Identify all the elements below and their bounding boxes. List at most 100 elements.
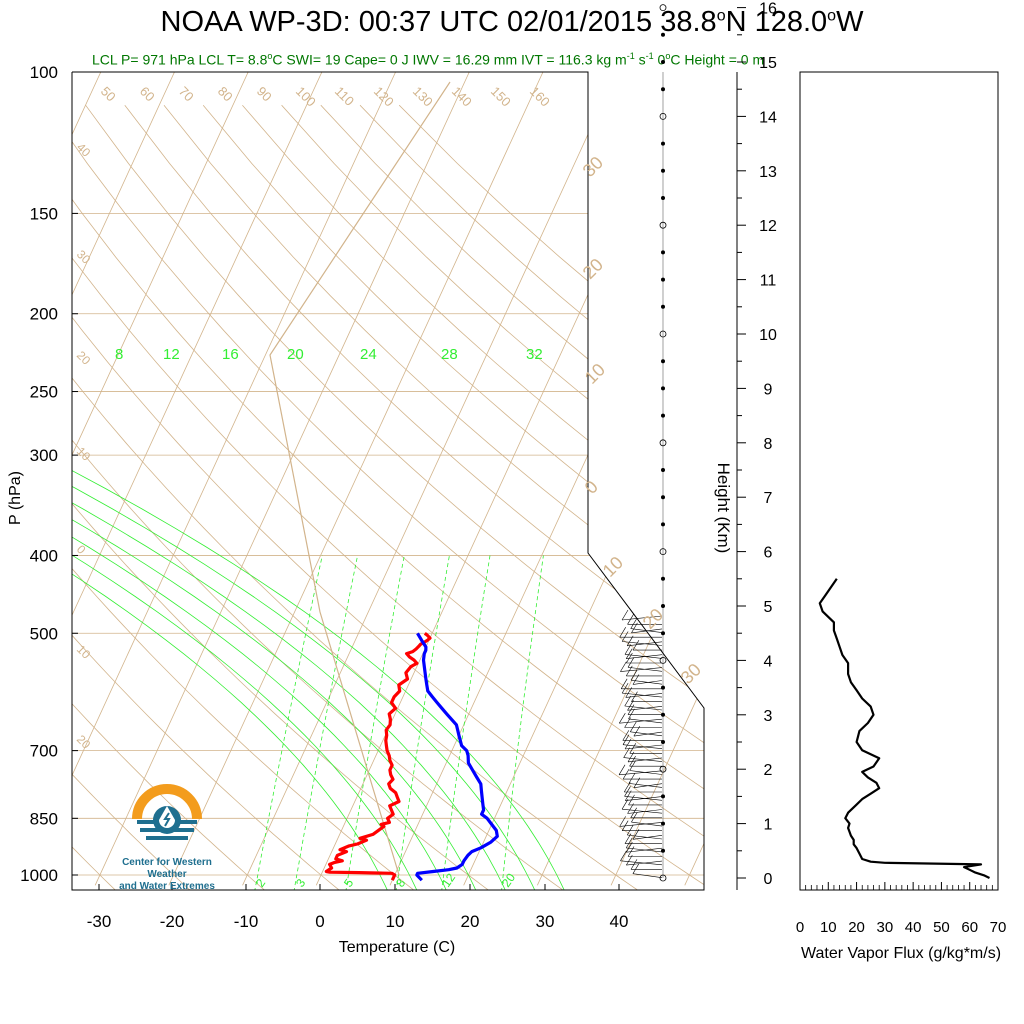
wind-barb-feather	[627, 846, 635, 857]
height-marker	[661, 87, 666, 92]
dry-adiabat	[72, 104, 704, 890]
wind-barb	[620, 667, 663, 672]
x-axis-title: Temperature (C)	[339, 939, 455, 956]
height-marker	[659, 657, 667, 664]
wind-barb-feather	[624, 738, 632, 750]
height-tick-label: 12	[759, 218, 777, 235]
adiabat-label: 90	[254, 84, 275, 105]
dry-adiabat	[124, 104, 704, 890]
wind-barb-feather	[624, 786, 631, 797]
wind-barb-feather	[624, 695, 631, 707]
wind-barb-feather	[627, 704, 635, 715]
cw3e-logo: Center for Western Weather and Water Extr…	[107, 784, 227, 893]
mixing-ratio-line	[441, 555, 491, 890]
flux-tick-label: 50	[933, 919, 950, 936]
height-marker	[661, 359, 666, 364]
wind-barb	[632, 873, 663, 878]
wind-barb-feather	[621, 799, 629, 810]
pressure-tick-label: 200	[30, 305, 58, 324]
wind-barb-feather	[626, 635, 634, 646]
chart-subtitle: LCL P= 971 hPa LCL T= 8.8oC SWI= 19 Cape…	[92, 51, 765, 68]
isotherm-line	[610, 72, 704, 886]
wind-barb	[630, 731, 663, 737]
wind-barb	[626, 847, 663, 853]
temperature-tick-label: 30	[536, 912, 555, 931]
height-marker	[661, 304, 666, 309]
wind-barb-feather	[627, 803, 634, 814]
wind-barb	[620, 860, 663, 866]
adiabat-label: 150	[488, 84, 514, 110]
moist-adiabat	[72, 362, 448, 890]
dry-adiabat	[72, 105, 492, 890]
wind-barb-feather	[633, 725, 641, 737]
moist-adiabat-label: 24	[360, 346, 377, 363]
moist-adiabat-label: 28	[441, 346, 458, 363]
temperature-tick-label: -10	[234, 912, 259, 931]
moist-adiabat	[72, 362, 536, 890]
height-marker	[661, 576, 666, 581]
dry-adiabat	[202, 104, 704, 890]
wind-barb	[625, 744, 663, 750]
isotherm-line	[389, 72, 704, 886]
wind-barb	[627, 834, 663, 840]
wind-barb	[619, 718, 663, 724]
height-tick-label: 15	[759, 55, 777, 72]
height-tick-label: 8	[764, 436, 773, 453]
wind-barb-feather	[626, 665, 633, 677]
wind-barb	[627, 757, 663, 763]
height-tick-label: 6	[764, 545, 773, 562]
wind-barb-feather	[621, 682, 629, 694]
height-marker	[659, 4, 667, 11]
mixing-ratio-line	[501, 555, 544, 890]
wind-barb	[627, 809, 663, 814]
height-marker	[659, 330, 667, 338]
wind-barb-feather	[620, 661, 627, 672]
adiabat-label: 130	[410, 84, 436, 110]
moist-adiabat-label: 20	[287, 346, 304, 363]
wind-barb	[624, 796, 663, 801]
height-tick-label: 16	[759, 1, 777, 18]
height-marker	[661, 522, 666, 527]
height-axis-title: Height (Km)	[714, 463, 733, 554]
wind-barb-feather	[629, 760, 636, 771]
wind-barb-feather	[628, 708, 635, 720]
dry-adiabat	[72, 105, 641, 890]
wind-barb-feather	[625, 648, 633, 659]
parcel-path	[269, 81, 451, 876]
flux-tick-label: 40	[905, 919, 922, 936]
dry-adiabat	[85, 104, 704, 890]
wind-barb	[630, 679, 663, 685]
wind-barb-feather	[624, 833, 632, 844]
wind-barb	[627, 641, 663, 647]
dewpoint-profile	[415, 632, 499, 882]
height-marker	[661, 685, 666, 690]
isotherm-label: 20	[579, 255, 607, 283]
adiabat-label: 70	[176, 84, 197, 105]
isotherm-label: 30	[677, 660, 705, 688]
wind-barb-feather	[627, 700, 634, 711]
wind-barb-feather	[626, 842, 633, 853]
flux-tick-label: 0	[796, 919, 804, 936]
mixing-ratio-line	[395, 555, 450, 890]
wind-barb-feather	[619, 713, 626, 724]
isotherm-line	[168, 72, 544, 886]
dry-adiabat	[72, 105, 267, 890]
height-marker	[659, 765, 667, 773]
moist-adiabat	[72, 362, 566, 890]
flux-frame	[799, 71, 999, 891]
wind-barb-feather	[625, 837, 633, 849]
moist-adiabat-label: 32	[526, 346, 543, 363]
y-axis-title: P (hPa)	[7, 471, 24, 525]
height-marker	[661, 821, 666, 826]
adiabat-label: 20	[74, 348, 94, 368]
height-marker	[661, 740, 666, 745]
isotherm-label: 0	[581, 477, 602, 498]
adiabat-label: 10	[74, 642, 94, 662]
wind-barb-feather	[622, 734, 630, 745]
pressure-tick-label: 500	[30, 624, 58, 643]
wind-barb	[627, 706, 663, 711]
adiabat-label: 120	[371, 84, 397, 110]
wind-barb-feather	[629, 743, 637, 754]
height-marker	[659, 221, 667, 229]
